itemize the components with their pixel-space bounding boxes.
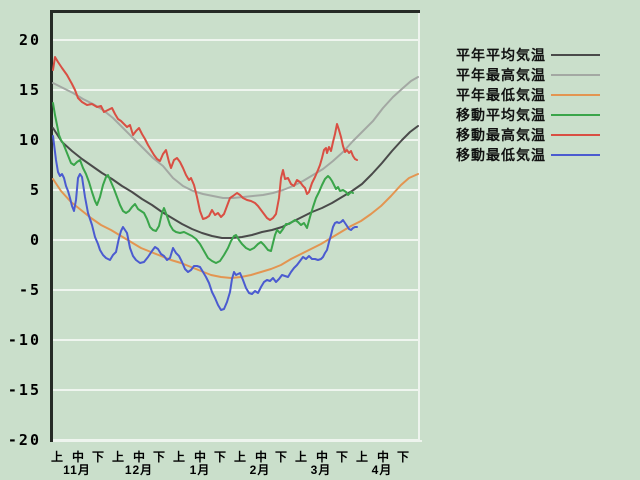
legend-item-normal-mean: 平年平均気温 — [456, 45, 632, 65]
plot-frame-left — [50, 10, 53, 442]
x-axis-period-label: 下 — [214, 450, 226, 464]
y-axis-tick-label: -15 — [8, 381, 41, 399]
x-axis-period-label: 上 — [173, 449, 185, 464]
x-axis-period-label: 中 — [133, 449, 145, 464]
x-axis-period-label: 下 — [336, 450, 348, 464]
legend-swatch-line — [551, 114, 600, 116]
legend-swatch-line — [551, 54, 600, 56]
x-axis-period-label: 中 — [255, 449, 267, 464]
x-axis-month-label: 4月 — [372, 463, 393, 477]
x-axis-period-label: 上 — [356, 449, 368, 464]
x-axis-period-label: 下 — [92, 450, 104, 464]
legend-item-moving-max: 移動最高気温 — [456, 125, 632, 145]
x-axis-period-label: 中 — [72, 449, 84, 464]
y-axis-tick-label: 10 — [19, 131, 41, 149]
y-axis-tick-label: 5 — [30, 181, 41, 199]
legend-label: 平年最高気温 — [456, 67, 546, 83]
plot-frame-bottom — [53, 440, 422, 442]
x-axis-period-label: 上 — [112, 449, 124, 464]
x-axis-period-label: 上 — [234, 449, 246, 464]
legend-swatch-line — [551, 94, 600, 96]
legend-label: 平年最低気温 — [456, 87, 546, 103]
x-axis-period-label: 中 — [316, 449, 328, 464]
legend-item-moving-min: 移動最低気温 — [456, 145, 632, 165]
y-axis-tick-label: 15 — [19, 81, 41, 99]
legend-item-normal-min: 平年最低気温 — [456, 85, 632, 105]
plot-frame-top — [50, 10, 420, 13]
x-axis-period-label: 上 — [51, 449, 63, 464]
normal-max-line — [52, 76, 419, 199]
x-axis-month-label: 3月 — [311, 463, 332, 477]
legend-label: 移動最高気温 — [456, 127, 546, 143]
x-axis-month-label: 2月 — [250, 463, 271, 477]
legend-swatch-line — [551, 74, 600, 76]
legend-swatch-line — [551, 154, 600, 156]
legend-label: 移動平均気温 — [456, 107, 546, 123]
x-axis-period-label: 上 — [295, 449, 307, 464]
x-axis-period-label: 中 — [377, 449, 389, 464]
moving-max-line — [52, 56, 358, 221]
legend-item-moving-mean: 移動平均気温 — [456, 105, 632, 125]
x-axis-month-label: 11月 — [63, 463, 91, 477]
y-axis-tick-label: -20 — [8, 431, 41, 449]
y-axis-tick-label: -10 — [8, 331, 41, 349]
y-axis-tick-label: 20 — [19, 31, 41, 49]
moving-mean-line — [52, 102, 354, 264]
legend-item-normal-max: 平年最高気温 — [456, 65, 632, 85]
x-axis-period-label: 中 — [194, 449, 206, 464]
x-axis-period-label: 下 — [275, 450, 287, 464]
plot-frame-right — [418, 13, 420, 442]
normal-min-line — [52, 173, 419, 279]
y-axis-tick-label: 0 — [30, 231, 41, 249]
x-axis-period-label: 下 — [153, 450, 165, 464]
legend-label: 平年平均気温 — [456, 47, 546, 63]
y-axis-tick-label: -5 — [19, 281, 41, 299]
legend-swatch-line — [551, 134, 600, 136]
x-axis-month-label: 12月 — [125, 463, 153, 477]
moving-min-line — [52, 135, 358, 311]
legend-label: 移動最低気温 — [456, 147, 546, 163]
x-axis-period-label: 下 — [397, 450, 409, 464]
x-axis-month-label: 1月 — [190, 463, 211, 477]
